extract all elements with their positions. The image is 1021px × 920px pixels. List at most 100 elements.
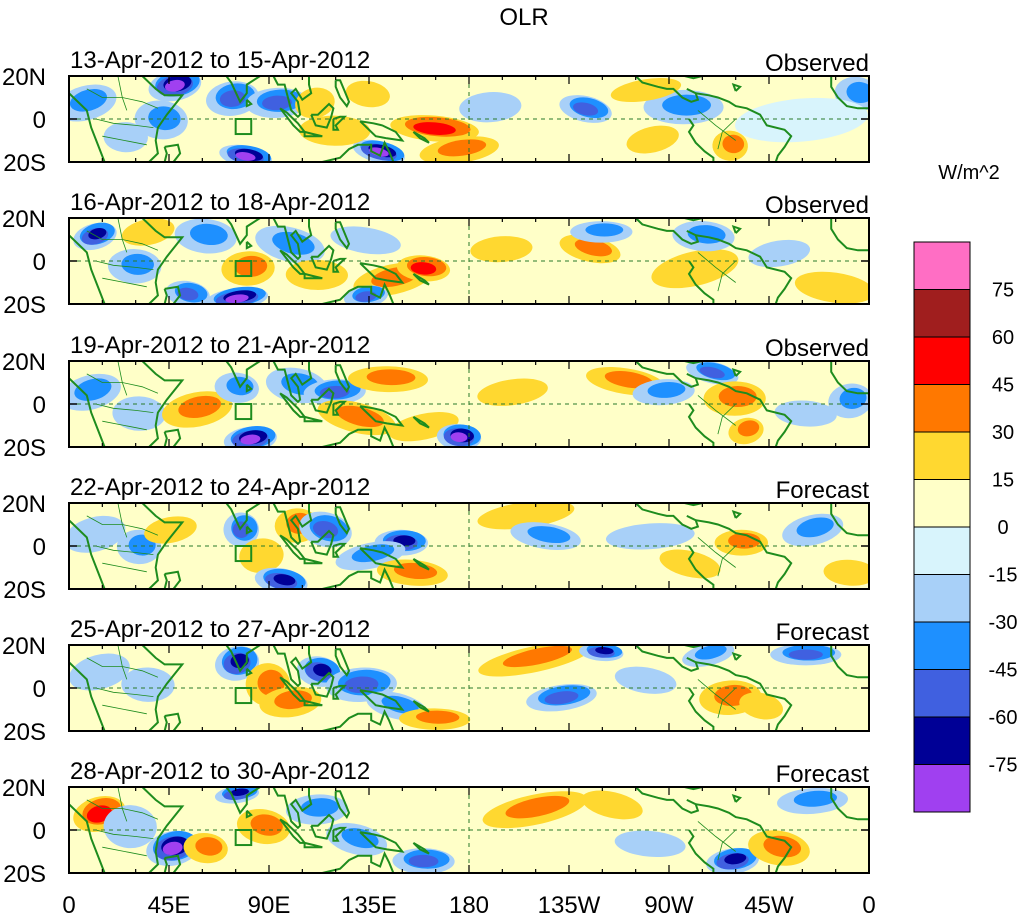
lon-tick-label: 90E (248, 892, 291, 919)
olr-anomaly (343, 285, 388, 304)
olr-anomaly (734, 97, 868, 143)
olr-anomaly (103, 122, 148, 153)
colorbar-swatch (913, 241, 971, 290)
olr-anomaly (69, 515, 126, 553)
contour-band (295, 87, 335, 119)
coastline (163, 143, 182, 162)
olr-anomaly (570, 221, 633, 243)
coastline (272, 503, 313, 546)
olr-anomaly (510, 522, 581, 550)
contour-band (647, 382, 686, 398)
contour-band (164, 79, 185, 92)
coastline (195, 503, 261, 531)
contour-band (195, 837, 223, 856)
coastline (163, 428, 182, 447)
country-border (717, 829, 736, 861)
coastline (245, 383, 253, 393)
coastline (332, 115, 348, 131)
coastline (332, 542, 348, 558)
contour-band (240, 434, 261, 445)
coastline (272, 76, 313, 119)
contour-band (219, 90, 246, 107)
colorbar-swatch (913, 431, 971, 480)
olr-panel: 20N 0 20S 25-Apr-2012 to 27-Apr-2012 Forecas… (2, 616, 870, 746)
region-box-marker (234, 403, 253, 421)
coastline (322, 567, 395, 589)
contour-band (793, 790, 838, 807)
coastline (272, 787, 313, 830)
coastline (687, 545, 715, 589)
country-border (95, 118, 154, 128)
olr-plot-area (69, 503, 869, 589)
contour-band (262, 95, 292, 111)
country-border (102, 135, 147, 146)
panel-kind-label: Forecast (776, 761, 870, 788)
coastlines (69, 218, 869, 304)
contour-band (344, 676, 379, 694)
olr-anomaly (390, 115, 479, 142)
colorbar-swatch (913, 526, 971, 575)
lat-tick-label: 20S (3, 435, 46, 462)
colorbar-swatch (913, 716, 971, 765)
olr-anomaly (477, 503, 575, 530)
contour-band (659, 549, 721, 579)
coastline (195, 361, 261, 389)
coastline (731, 368, 742, 377)
coastline (687, 829, 715, 873)
coastline (359, 120, 405, 142)
contour-band (610, 78, 682, 103)
coastline (731, 83, 742, 92)
coastline (412, 700, 430, 713)
coastline (69, 377, 106, 447)
coastline (310, 387, 335, 414)
olr-anomaly (396, 255, 451, 282)
coastline (359, 262, 405, 284)
lat-tick-label: 0 (33, 107, 46, 134)
olr-anomaly (748, 239, 811, 268)
country-border (95, 829, 154, 839)
olr-anomaly (69, 653, 130, 691)
coastline (695, 803, 793, 873)
coastline (322, 140, 395, 162)
coastline (695, 377, 793, 447)
contour-band (574, 238, 612, 257)
coastline (334, 790, 351, 819)
coastline (163, 285, 182, 304)
lon-tick-label: 90W (644, 892, 694, 919)
coastline (310, 529, 335, 556)
coastline (245, 98, 253, 108)
contour-band (274, 690, 312, 710)
olr-anomaly (121, 218, 175, 246)
coastline (634, 76, 700, 103)
coastline (634, 787, 700, 814)
lat-tick-label: 20S (3, 861, 46, 888)
country-border (697, 395, 736, 426)
coastline (69, 803, 106, 873)
coastline (359, 831, 405, 853)
lat-tick-label: 20N (2, 206, 46, 233)
contour-band (189, 223, 228, 246)
country-border (95, 260, 154, 270)
olr-anomaly (223, 512, 260, 547)
olr-anomaly (782, 513, 844, 547)
contour-band (144, 516, 197, 544)
coastline (731, 225, 742, 234)
coastline (303, 415, 323, 423)
olr-anomaly (419, 136, 499, 162)
coastline (412, 842, 430, 855)
coastline (322, 282, 395, 304)
olr-plot-area (69, 645, 869, 731)
olr-panel: 20N 0 20S 22-Apr-2012 to 24-Apr-2012 Forecas… (2, 474, 870, 604)
contour-band (369, 147, 389, 157)
olr-anomaly (712, 130, 748, 161)
country-border (95, 687, 154, 697)
lon-tick-label: 45E (148, 892, 191, 919)
country-border (102, 420, 147, 431)
coastline (695, 92, 793, 162)
coastlines (69, 787, 869, 873)
country-border (717, 118, 736, 150)
coastline (141, 218, 185, 304)
coastlines (69, 503, 869, 589)
olr-anomaly (614, 830, 686, 858)
contour-band (250, 814, 283, 836)
